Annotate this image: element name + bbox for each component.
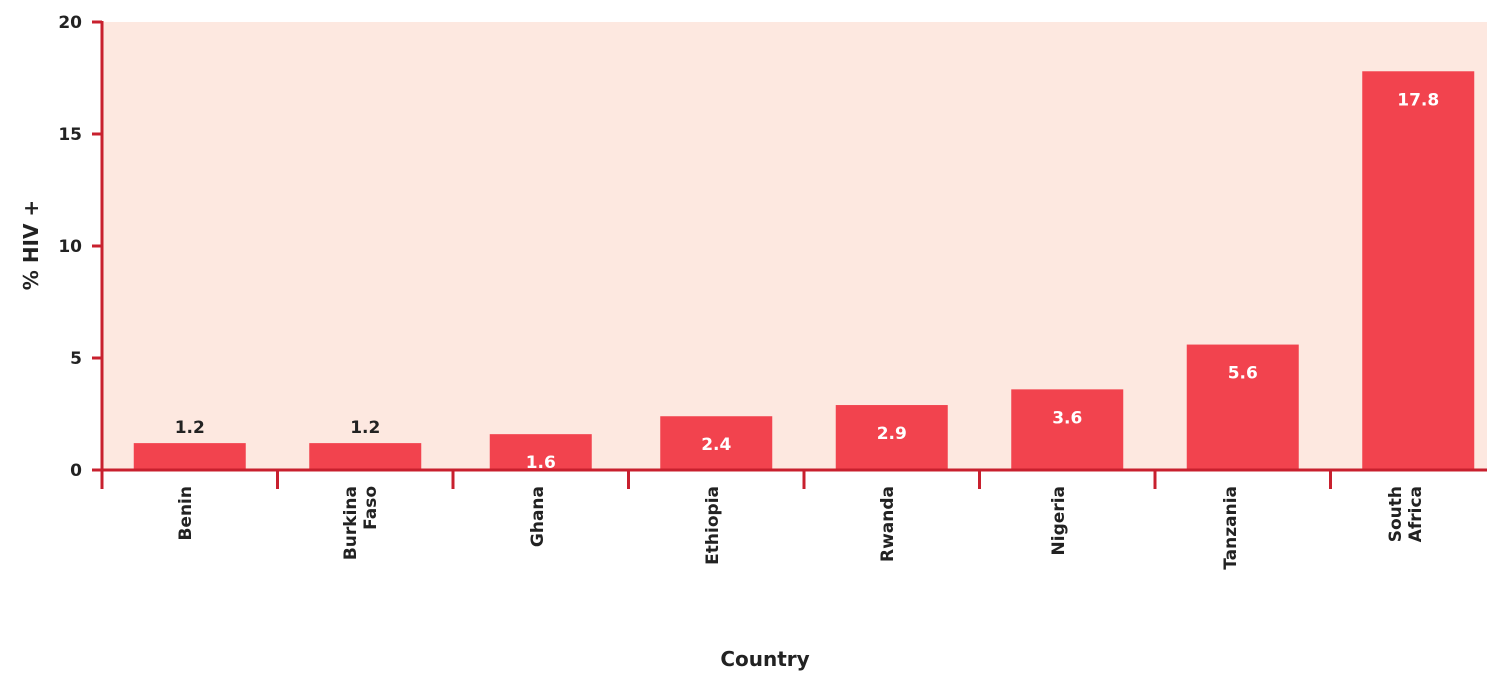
bar-value-label: 2.4 [701, 435, 731, 455]
bar-value-label: 1.2 [175, 418, 205, 438]
x-category-label-line: Rwanda [878, 486, 898, 562]
x-category-label: Tanzania [1221, 486, 1241, 570]
x-category-label: Rwanda [878, 486, 898, 562]
bar-value-label: 5.6 [1228, 364, 1258, 384]
x-category-label-line: Ethiopia [703, 486, 723, 565]
x-category-label-line: Nigeria [1049, 486, 1069, 555]
bar [1186, 344, 1299, 470]
x-category-label: Benin [176, 486, 196, 541]
y-tick-label: 20 [58, 13, 82, 33]
x-category-label-line: Africa [1406, 486, 1426, 542]
x-category-label: Ethiopia [703, 486, 723, 565]
bar [133, 443, 246, 470]
bar-value-label: 1.6 [526, 453, 556, 473]
x-axis-title: Country [720, 647, 809, 671]
bar [489, 434, 592, 470]
bar [1011, 389, 1124, 470]
x-category-label-line: South [1386, 486, 1406, 542]
x-category-label-line: Tanzania [1221, 486, 1241, 570]
bar-value-label: 17.8 [1397, 90, 1439, 110]
category-labels-group: Benin Burkina Faso Ghana Ethiopia Rwanda Niger… [176, 486, 1426, 570]
y-tick-label: 5 [70, 349, 82, 369]
x-axis-ticks [100, 470, 1332, 489]
bar-value-label: 1.2 [350, 418, 380, 438]
bars-group [133, 71, 1475, 470]
bar-value-label: 2.9 [877, 424, 907, 444]
x-category-label: South Africa [1386, 486, 1426, 542]
y-axis-ticks: 0 5 10 15 20 [58, 13, 102, 481]
bar [1362, 71, 1475, 470]
data-labels-group: 1.2 1.2 1.6 2.4 2.9 3.6 5.6 17.8 [175, 90, 1440, 473]
bar [309, 443, 422, 470]
y-axis-title: % HIV + [19, 200, 43, 290]
y-tick-label: 15 [58, 125, 82, 145]
x-category-label-line: Burkina [341, 486, 361, 560]
x-category-label-line: Ghana [528, 486, 548, 547]
y-tick-label: 10 [58, 237, 82, 257]
bar [660, 416, 773, 470]
bar-value-label: 3.6 [1052, 408, 1082, 428]
x-category-label: Ghana [528, 486, 548, 547]
x-category-label: Burkina Faso [341, 486, 381, 560]
y-tick-label: 0 [70, 461, 82, 481]
bar [835, 405, 948, 470]
x-category-label: Nigeria [1049, 486, 1069, 555]
x-category-label-line: Benin [176, 486, 196, 541]
x-category-label-line: Faso [361, 486, 381, 530]
